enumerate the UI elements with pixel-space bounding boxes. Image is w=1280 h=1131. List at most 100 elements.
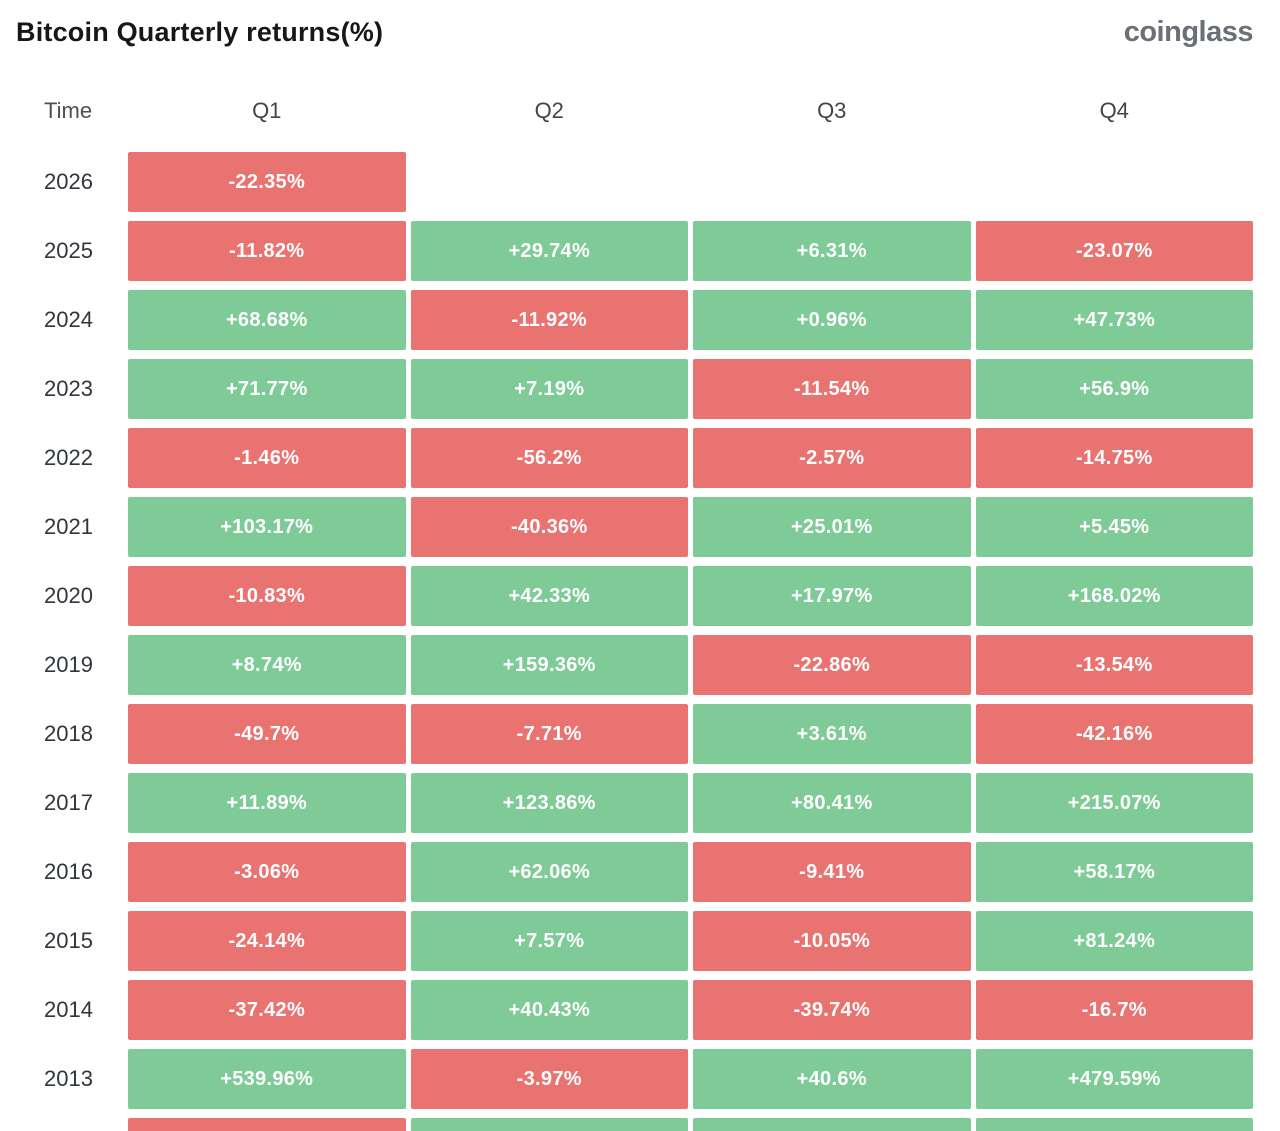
- quarter-cell: -14.75%: [975, 428, 1253, 488]
- quarter-cell: -11.54%: [693, 359, 971, 419]
- quarter-cell: +7.57%: [410, 911, 688, 971]
- table-body: 2026 -22.35% 2025 -11.82% +29.74% +6.31%…: [16, 152, 1253, 1131]
- topbar: Bitcoin Quarterly returns(%) coinglass: [16, 14, 1254, 54]
- year-label: 2017: [44, 790, 93, 815]
- quarter-cell: +40.6%: [693, 1049, 971, 1109]
- quarter-cell: +479.59%: [975, 1049, 1253, 1109]
- table-row: 2014 -37.42% +40.43% -39.74% -16.7%: [16, 980, 1253, 1040]
- quarter-cell: +71.77%: [128, 359, 406, 419]
- quarter-cell: -3.06%: [128, 842, 406, 902]
- quarter-cell: +11.89%: [128, 773, 406, 833]
- quarter-cell: +123.86%: [410, 773, 688, 833]
- quarter-cell: +47.73%: [975, 290, 1253, 350]
- quarter-cell: -37.42%: [128, 980, 406, 1040]
- quarter-cell: +81.24%: [975, 911, 1253, 971]
- table-row: 2013 +539.96% -3.97% +40.6% +479.59%: [16, 1049, 1253, 1109]
- quarter-cell: +7.19%: [410, 359, 688, 419]
- quarter-cell: +103.17%: [128, 497, 406, 557]
- table-header: Time Q1 Q2 Q3 Q4: [16, 90, 1253, 132]
- quarter-cell: +25.01%: [693, 497, 971, 557]
- quarter-cell: [693, 1118, 971, 1131]
- coinglass-logo: coinglass: [1123, 16, 1254, 48]
- table-row: [16, 1118, 1253, 1131]
- year-label: 2020: [44, 583, 93, 608]
- column-header-q1: Q1: [252, 98, 282, 123]
- year-label: 2019: [44, 652, 93, 677]
- quarter-cell: +56.9%: [975, 359, 1253, 419]
- quarter-cell: [975, 1118, 1253, 1131]
- quarter-cell: +40.43%: [410, 980, 688, 1040]
- year-label: [16, 1118, 123, 1131]
- quarter-cell: -11.82%: [128, 221, 406, 281]
- table-row: 2020 -10.83% +42.33% +17.97% +168.02%: [16, 566, 1253, 626]
- year-label: 2022: [44, 445, 93, 470]
- quarter-cell: [693, 152, 971, 212]
- column-header-q4: Q4: [1099, 98, 1129, 123]
- year-label: 2018: [44, 721, 93, 746]
- table-row: 2015 -24.14% +7.57% -10.05% +81.24%: [16, 911, 1253, 971]
- quarter-cell: +5.45%: [975, 497, 1253, 557]
- year-label: 2015: [44, 928, 93, 953]
- table-row: 2021 +103.17% -40.36% +25.01% +5.45%: [16, 497, 1253, 557]
- year-label: 2021: [44, 514, 93, 539]
- quarter-cell: +159.36%: [410, 635, 688, 695]
- quarter-cell: +3.61%: [693, 704, 971, 764]
- quarter-cell: +539.96%: [128, 1049, 406, 1109]
- quarter-cell: -7.71%: [410, 704, 688, 764]
- quarter-cell: -16.7%: [975, 980, 1253, 1040]
- quarter-cell: -22.35%: [128, 152, 406, 212]
- quarter-cell: +215.07%: [975, 773, 1253, 833]
- year-label: 2016: [44, 859, 93, 884]
- quarter-cell: +58.17%: [975, 842, 1253, 902]
- quarter-cell: [128, 1118, 406, 1131]
- quarter-cell: -39.74%: [693, 980, 971, 1040]
- quarter-cell: [411, 152, 689, 212]
- year-label: 2023: [44, 376, 93, 401]
- quarter-cell: -40.36%: [410, 497, 688, 557]
- year-label: 2026: [44, 169, 93, 194]
- quarter-cell: +80.41%: [693, 773, 971, 833]
- quarter-cell: +0.96%: [693, 290, 971, 350]
- quarter-cell: -13.54%: [975, 635, 1253, 695]
- column-header-q2: Q2: [534, 98, 564, 123]
- quarter-cell: +8.74%: [128, 635, 406, 695]
- quarter-cell: -23.07%: [975, 221, 1253, 281]
- quarter-cell: +68.68%: [128, 290, 406, 350]
- year-label: 2014: [44, 997, 93, 1022]
- quarter-cell: -10.83%: [128, 566, 406, 626]
- quarter-cell: -24.14%: [128, 911, 406, 971]
- table-row: 2016 -3.06% +62.06% -9.41% +58.17%: [16, 842, 1253, 902]
- year-label: 2025: [44, 238, 93, 263]
- table-row: 2018 -49.7% -7.71% +3.61% -42.16%: [16, 704, 1253, 764]
- page-title: Bitcoin Quarterly returns(%): [16, 17, 384, 47]
- quarter-cell: +6.31%: [693, 221, 971, 281]
- year-label: 2024: [44, 307, 93, 332]
- quarter-cell: +17.97%: [693, 566, 971, 626]
- table-row: 2026 -22.35%: [16, 152, 1253, 212]
- quarter-cell: [410, 1118, 688, 1131]
- quarter-cell: -9.41%: [693, 842, 971, 902]
- table-row: 2017 +11.89% +123.86% +80.41% +215.07%: [16, 773, 1253, 833]
- quarter-cell: -56.2%: [410, 428, 688, 488]
- quarter-cell: [976, 152, 1254, 212]
- quarter-cell: +29.74%: [410, 221, 688, 281]
- quarter-cell: +168.02%: [975, 566, 1253, 626]
- quarter-cell: +62.06%: [410, 842, 688, 902]
- table-row: 2022 -1.46% -56.2% -2.57% -14.75%: [16, 428, 1253, 488]
- quarter-cell: +42.33%: [410, 566, 688, 626]
- quarter-cell: -1.46%: [128, 428, 406, 488]
- quarter-cell: -49.7%: [128, 704, 406, 764]
- year-label: 2013: [44, 1066, 93, 1091]
- quarter-cell: -42.16%: [975, 704, 1253, 764]
- quarter-cell: -11.92%: [410, 290, 688, 350]
- quarter-cell: -3.97%: [410, 1049, 688, 1109]
- quarter-cell: -22.86%: [693, 635, 971, 695]
- table-row: 2023 +71.77% +7.19% -11.54% +56.9%: [16, 359, 1253, 419]
- table-row: 2025 -11.82% +29.74% +6.31% -23.07%: [16, 221, 1253, 281]
- column-header-q3: Q3: [817, 98, 847, 123]
- column-header-time: Time: [44, 98, 93, 123]
- quarter-cell: -2.57%: [693, 428, 971, 488]
- table-row: 2024 +68.68% -11.92% +0.96% +47.73%: [16, 290, 1253, 350]
- table-row: 2019 +8.74% +159.36% -22.86% -13.54%: [16, 635, 1253, 695]
